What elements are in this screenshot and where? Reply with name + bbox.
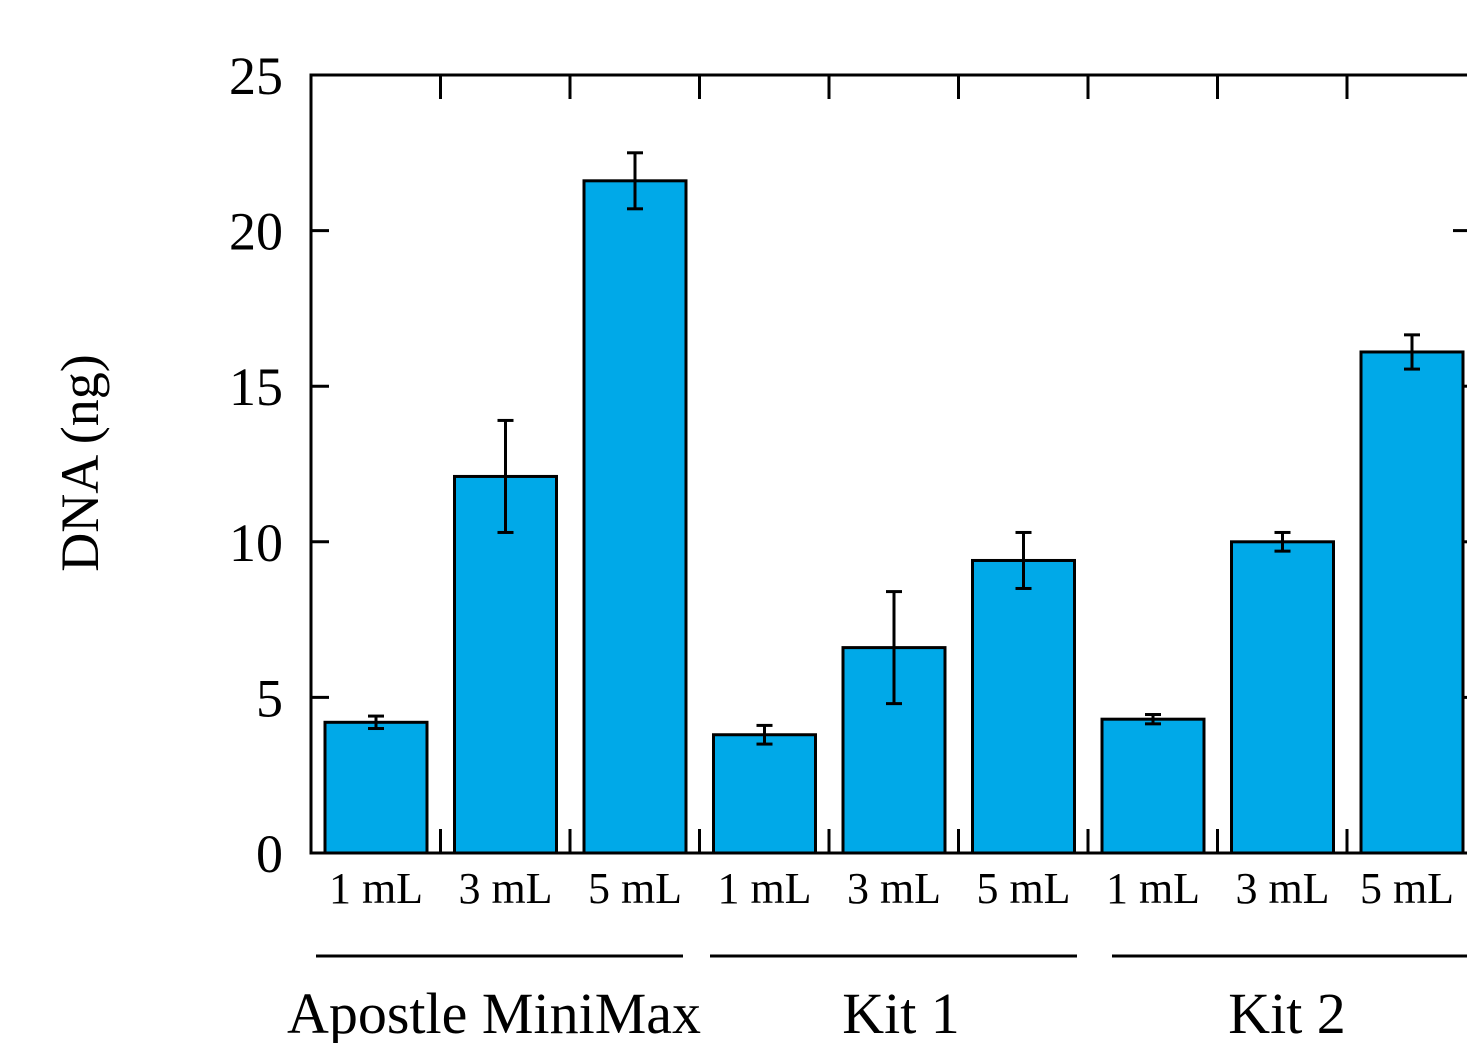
x-tick-label: 3 mL [1235, 864, 1329, 913]
error-bar [368, 714, 384, 731]
y-tick-label: 5 [256, 668, 283, 728]
error-bar [756, 723, 773, 746]
x-tick-label: 1 mL [329, 864, 423, 913]
error-bar [1274, 530, 1291, 553]
y-tick-label: 25 [229, 46, 283, 106]
group-label: Kit 2 [1228, 981, 1346, 1043]
x-tick-label: 5 mL [976, 864, 1070, 913]
y-tick-label: 15 [229, 357, 283, 417]
bar [971, 558, 1076, 855]
x-axis-tick-labels: 1 mL 3 mL 5 mL 1 mL 3 mL 5 mL 1 mL 3 mL 5 mL [329, 864, 1454, 913]
x-tick-label: 3 mL [847, 864, 941, 913]
group-labels: Apostle MiniMax Kit 1 Kit 2 [287, 954, 1467, 1043]
error-bar [1145, 713, 1161, 726]
y-tick-label: 0 [256, 824, 283, 884]
bars [323, 179, 1465, 855]
y-axis-label: DNA (ng) [50, 354, 110, 571]
error-bar [627, 151, 643, 211]
error-bars [368, 151, 1420, 746]
error-bar [497, 418, 514, 534]
error-bar [1404, 333, 1420, 371]
error-bar [1015, 530, 1032, 590]
group-label: Kit 1 [842, 981, 960, 1043]
y-axis-ticks: 0 5 10 15 20 25 [229, 46, 1467, 884]
x-tick-label: 1 mL [717, 864, 811, 913]
y-tick-label: 10 [229, 513, 283, 573]
y-tick-label: 20 [229, 202, 283, 262]
error-bar [886, 590, 902, 706]
x-tick-label: 3 mL [458, 864, 552, 913]
x-axis-ticks [439, 75, 1349, 853]
bar [1359, 350, 1465, 855]
x-tick-label: 5 mL [1360, 864, 1454, 913]
bar [1100, 717, 1206, 855]
group-label: Apostle MiniMax [287, 981, 701, 1043]
bar [453, 474, 558, 855]
x-tick-label: 1 mL [1106, 864, 1200, 913]
x-tick-label: 5 mL [588, 864, 682, 913]
bar [323, 720, 429, 855]
bar [712, 733, 817, 855]
bar [1230, 540, 1335, 855]
bar [582, 179, 688, 855]
